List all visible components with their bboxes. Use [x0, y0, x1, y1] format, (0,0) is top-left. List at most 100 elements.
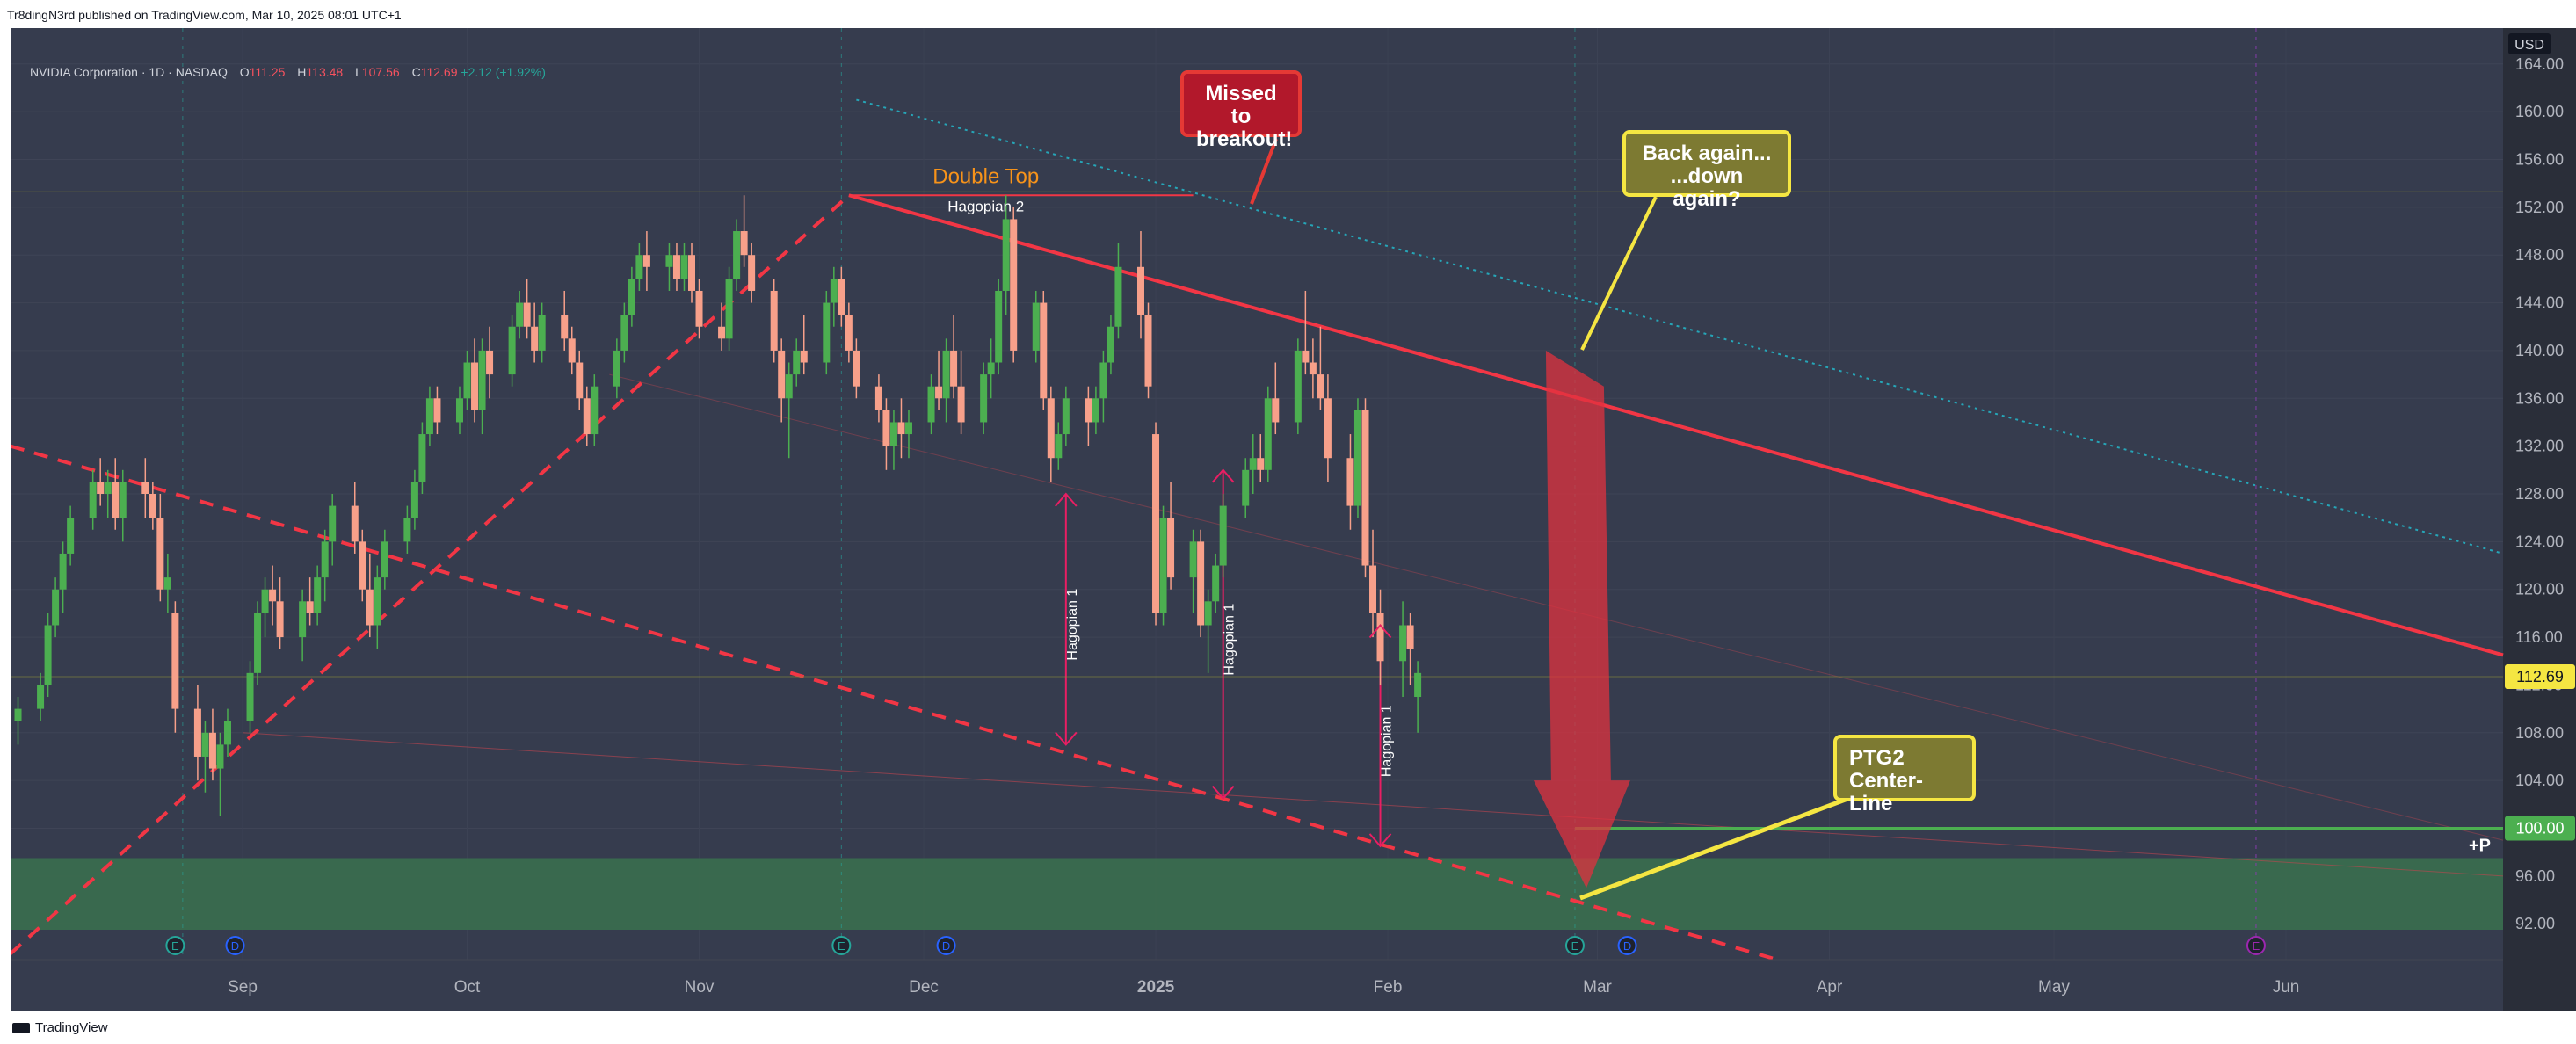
- event-marker-letter: D: [231, 939, 239, 953]
- candle-body: [314, 577, 322, 613]
- candle-body: [561, 315, 569, 339]
- arrow-head: [1368, 833, 1392, 848]
- event-marker-icon: [831, 936, 852, 955]
- y-tick-label: 152.00: [2515, 199, 2564, 216]
- high-label: H: [297, 65, 307, 79]
- candle-body: [1346, 458, 1354, 506]
- y-tick-label: 96.00: [2515, 867, 2555, 885]
- candle-body: [874, 386, 882, 410]
- candle-body: [904, 422, 912, 435]
- candle-body: [1309, 362, 1317, 375]
- candle-body: [141, 482, 149, 494]
- candle-body: [223, 721, 231, 745]
- double-top-label: Double Top: [932, 164, 1039, 188]
- candle-body: [882, 410, 890, 446]
- chart-frame[interactable]: Double Top Hagopian 2 Hagopian 1 Hagopian 1…: [11, 28, 2576, 1011]
- x-tick-label: Nov: [685, 978, 715, 997]
- candle-body: [321, 541, 329, 578]
- candle-body: [1107, 326, 1114, 363]
- candle-body: [935, 386, 943, 399]
- event-marker-icon: [1617, 936, 1637, 955]
- price-axis-panel: [2503, 28, 2576, 1011]
- x-tick-label: Feb: [1374, 978, 1403, 997]
- candles: [14, 195, 1422, 816]
- candle-body: [980, 374, 988, 423]
- event-marker-letter: E: [2253, 939, 2260, 953]
- grid: [11, 28, 2503, 960]
- candle-body: [516, 302, 524, 327]
- candle-body: [957, 386, 965, 423]
- candle-body: [403, 518, 411, 542]
- candle-body: [1302, 350, 1310, 363]
- y-tick-label: 156.00: [2515, 150, 2564, 168]
- candle-body: [665, 255, 673, 267]
- tradingview-logo-icon: [12, 1022, 30, 1033]
- candle-body: [1361, 410, 1369, 566]
- footer[interactable]: TradingView: [12, 1020, 108, 1035]
- candle-body: [201, 732, 209, 757]
- hagopian1-label: Hagopian 1: [1065, 589, 1080, 661]
- candle-body: [44, 625, 52, 685]
- y-tick-label: 164.00: [2515, 55, 2564, 73]
- x-tick-label: May: [2038, 978, 2070, 997]
- change-value: +2.12 (+1.92%): [461, 65, 546, 79]
- callout-missed-line2: breakout!: [1196, 127, 1293, 151]
- y-tick-label: 128.00: [2515, 485, 2564, 503]
- candle-body: [748, 255, 756, 291]
- candle-body: [531, 326, 539, 351]
- plus-p-label: +P: [2469, 837, 2491, 856]
- candle-body: [995, 290, 1003, 363]
- chart-canvas[interactable]: Double Top Hagopian 2 Hagopian 1 Hagopian 1…: [11, 28, 2576, 1011]
- candle-body: [1092, 398, 1099, 423]
- candle-body: [987, 362, 995, 375]
- candle-body: [740, 231, 748, 256]
- callout-back-pointer: [1580, 196, 1658, 351]
- hagopian1-label: Hagopian 1: [1380, 705, 1395, 777]
- candle-body: [366, 589, 374, 626]
- candle-body: [89, 482, 97, 518]
- candle-body: [1272, 398, 1280, 423]
- y-tick-label: 140.00: [2515, 342, 2564, 359]
- event-marker-letter: E: [838, 939, 845, 953]
- lower-fork-dashed: [11, 193, 851, 955]
- candle-body: [1062, 398, 1070, 435]
- candle-body: [329, 505, 337, 542]
- candle-body: [1219, 505, 1227, 566]
- candle-body: [119, 482, 127, 518]
- median-line: [848, 193, 2504, 657]
- candle-body: [942, 350, 950, 399]
- candle-body: [889, 422, 897, 446]
- candle-body: [471, 362, 479, 410]
- candle-body: [208, 732, 216, 769]
- candle-body: [171, 613, 179, 709]
- candle-body: [1294, 350, 1302, 423]
- candle-body: [1099, 362, 1107, 399]
- candle-body: [216, 744, 224, 769]
- callout-back-line1: Back again...: [1642, 141, 1772, 165]
- forecast-arrow: [1533, 350, 1630, 888]
- lower-parallel-dashed: [11, 444, 1778, 961]
- candle-body: [14, 708, 22, 721]
- arrow-head: [1368, 623, 1392, 639]
- x-tick-label: Oct: [454, 978, 481, 997]
- candle-body: [1249, 458, 1257, 470]
- callout-ptg2-centerline: PTG2 Center-Line: [1833, 735, 1976, 816]
- close-value: 112.69: [420, 65, 458, 79]
- candle-body: [635, 255, 643, 279]
- candle-body: [1204, 601, 1212, 626]
- candle-body: [1399, 625, 1407, 662]
- candle-body: [1152, 434, 1160, 613]
- candle-body: [156, 518, 164, 590]
- candle-body: [1197, 541, 1205, 626]
- candle-body: [359, 541, 366, 590]
- candle-body: [104, 482, 112, 494]
- candle-body: [381, 541, 388, 578]
- candle-body: [37, 685, 45, 709]
- event-marker-icon: [225, 936, 245, 955]
- candle-body: [1040, 302, 1048, 399]
- callout-ptg2-line1: PTG2: [1849, 746, 1905, 770]
- candle-body: [254, 613, 262, 673]
- candle-body: [1353, 410, 1361, 506]
- low-label: L: [355, 65, 362, 79]
- candle-body: [718, 326, 726, 339]
